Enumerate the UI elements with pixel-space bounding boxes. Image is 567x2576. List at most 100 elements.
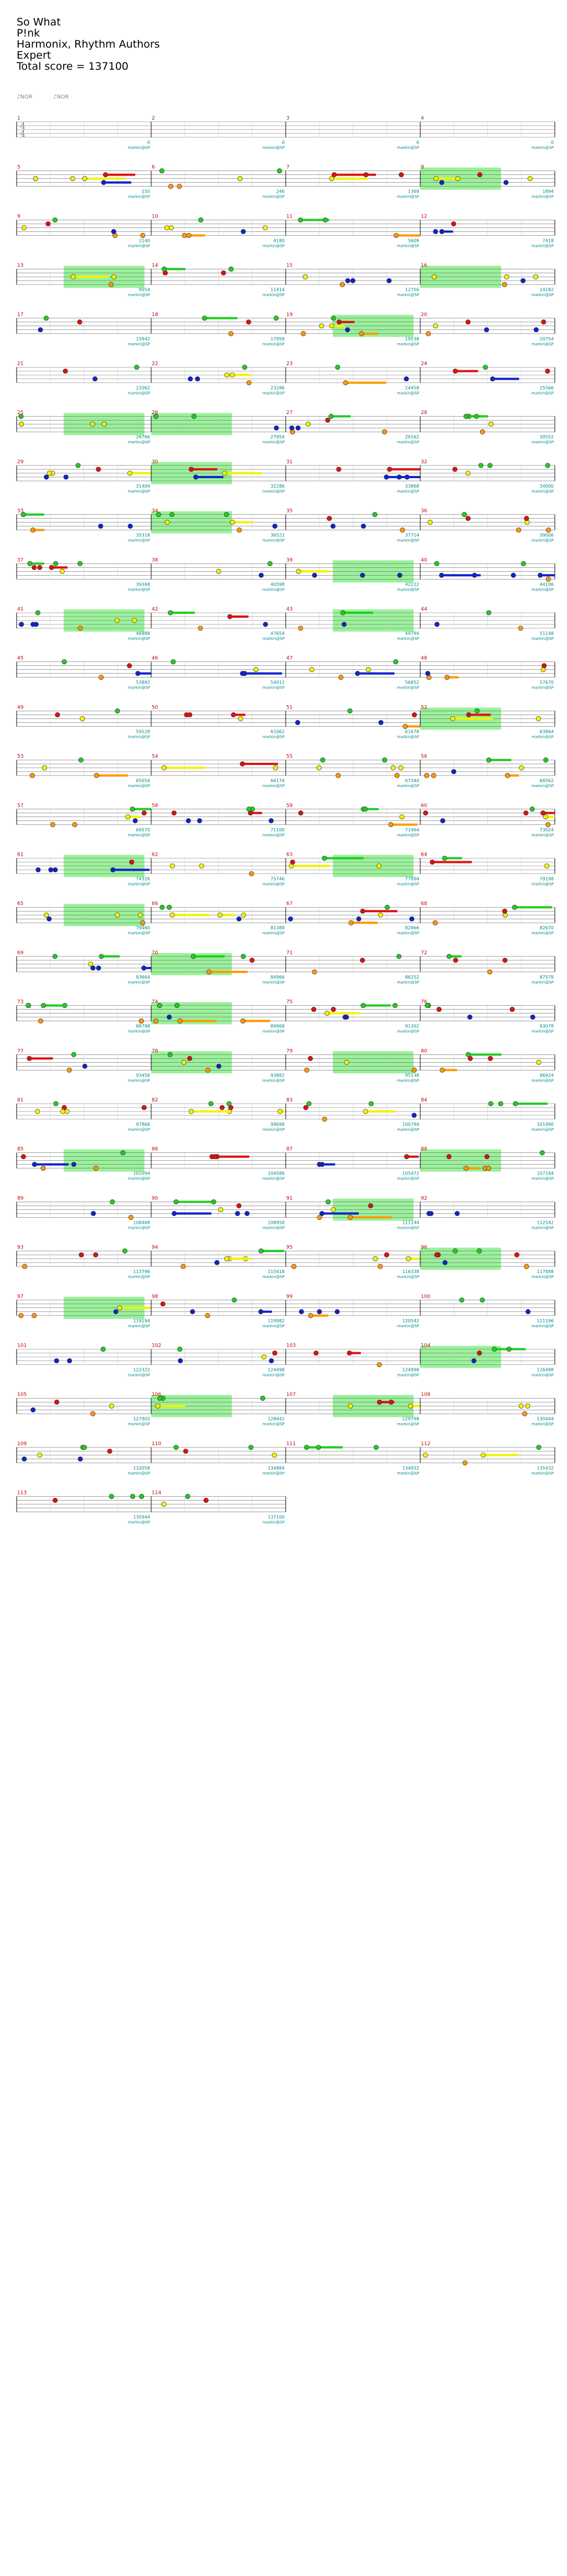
note-gem	[452, 1248, 458, 1254]
measure-score: 86252	[405, 975, 419, 980]
note-gem	[197, 818, 203, 824]
note-gem	[320, 757, 326, 763]
measure-number: 15	[286, 263, 292, 268]
note-gem	[72, 822, 78, 827]
note-gem	[35, 1109, 40, 1114]
measure-score: 59528	[136, 729, 150, 734]
note-gem	[258, 1309, 264, 1315]
note-gem	[32, 565, 37, 570]
note-gem	[127, 663, 132, 669]
note-gem	[502, 282, 507, 287]
note-gem	[350, 278, 355, 283]
measure-score: 19538	[405, 337, 419, 342]
measure-number: 101	[17, 1343, 27, 1349]
measure-score: 104586	[267, 1171, 285, 1176]
note-gem	[444, 675, 450, 680]
measure-score: 111144	[402, 1220, 419, 1225]
note-gem	[325, 417, 331, 423]
note-gem	[411, 1067, 417, 1073]
note-gem	[463, 1166, 469, 1171]
measure-number: 94	[152, 1245, 158, 1250]
note-gem	[114, 618, 120, 623]
note-gem	[488, 421, 494, 427]
measure-caption: markin@SP	[128, 1275, 150, 1279]
note-gem	[75, 463, 81, 468]
measure-score: 27954	[271, 434, 285, 439]
note-gem	[340, 610, 346, 615]
measure-caption: markin@SP	[397, 1030, 419, 1034]
measure-caption: markin@SP	[397, 489, 419, 494]
note-gem	[291, 1264, 297, 1269]
note-gem	[40, 1003, 46, 1008]
measure-caption: markin@SP	[128, 833, 150, 837]
note-gem	[110, 867, 116, 873]
measure-caption: markin@SP	[397, 539, 419, 543]
note-gem	[115, 708, 120, 713]
measure-number: 111	[286, 1441, 296, 1447]
note-gem	[533, 327, 539, 333]
sustain-bar	[492, 377, 519, 380]
sustain-bar	[143, 966, 151, 969]
measure-score: 93458	[136, 1073, 150, 1078]
measure-number: 87	[286, 1147, 292, 1152]
measure-score: 5608	[408, 238, 419, 243]
note-gem	[446, 1154, 452, 1160]
note-gem	[122, 1248, 128, 1254]
note-gem	[102, 172, 109, 178]
measure-caption: markin@SP	[397, 1373, 419, 1378]
sustain-bar	[339, 320, 355, 323]
sustain-bar	[291, 865, 330, 867]
measure-caption: markin@SP	[128, 686, 150, 690]
sustain-bar	[379, 1401, 395, 1404]
sustain-bar	[322, 1163, 336, 1166]
note-gem	[328, 413, 334, 419]
measure-score: 31404	[136, 484, 150, 489]
measure-score: 69570	[136, 827, 150, 832]
note-gem	[168, 184, 173, 189]
measure-score: 82670	[540, 925, 554, 930]
measure-caption: markin@SP	[397, 784, 419, 788]
measure-number: 12	[421, 214, 427, 219]
note-gem	[185, 818, 191, 824]
note-gem	[322, 1116, 327, 1122]
measure-score: 57670	[540, 680, 554, 685]
measure-number: 54	[152, 754, 158, 759]
sustain-bar	[226, 1258, 251, 1260]
sustain-bar	[96, 774, 128, 777]
measure-number: 65	[17, 901, 23, 907]
note-gem	[141, 810, 147, 816]
note-gem	[29, 773, 35, 778]
note-gem	[241, 912, 246, 918]
note-gem	[130, 806, 135, 812]
note-gem	[212, 1154, 218, 1160]
sustain-bar	[406, 1155, 419, 1158]
measure-caption: markin@SP	[532, 342, 554, 346]
measure-score: 246	[276, 189, 285, 194]
note-gem	[331, 315, 336, 321]
note-gem	[513, 1101, 518, 1106]
note-gem	[322, 855, 327, 861]
toolbar-link-2[interactable]: ♪NOR	[53, 94, 69, 100]
measure-number: 9	[17, 214, 20, 219]
toolbar-link-1[interactable]: ♪NOR	[17, 94, 33, 100]
measure-number: 69	[17, 950, 24, 956]
measure-score: 65054	[136, 778, 150, 783]
measure-score: 1369	[408, 189, 419, 194]
measure-score: 97866	[136, 1122, 150, 1127]
measure-caption: markin@SP	[128, 882, 150, 887]
note-gem	[90, 1411, 96, 1416]
note-gem	[101, 180, 106, 185]
measure-score: 51148	[540, 631, 554, 636]
sustain-bar	[226, 374, 251, 376]
note-gem	[296, 568, 301, 574]
note-gem	[411, 1113, 417, 1118]
note-gem	[363, 172, 369, 178]
